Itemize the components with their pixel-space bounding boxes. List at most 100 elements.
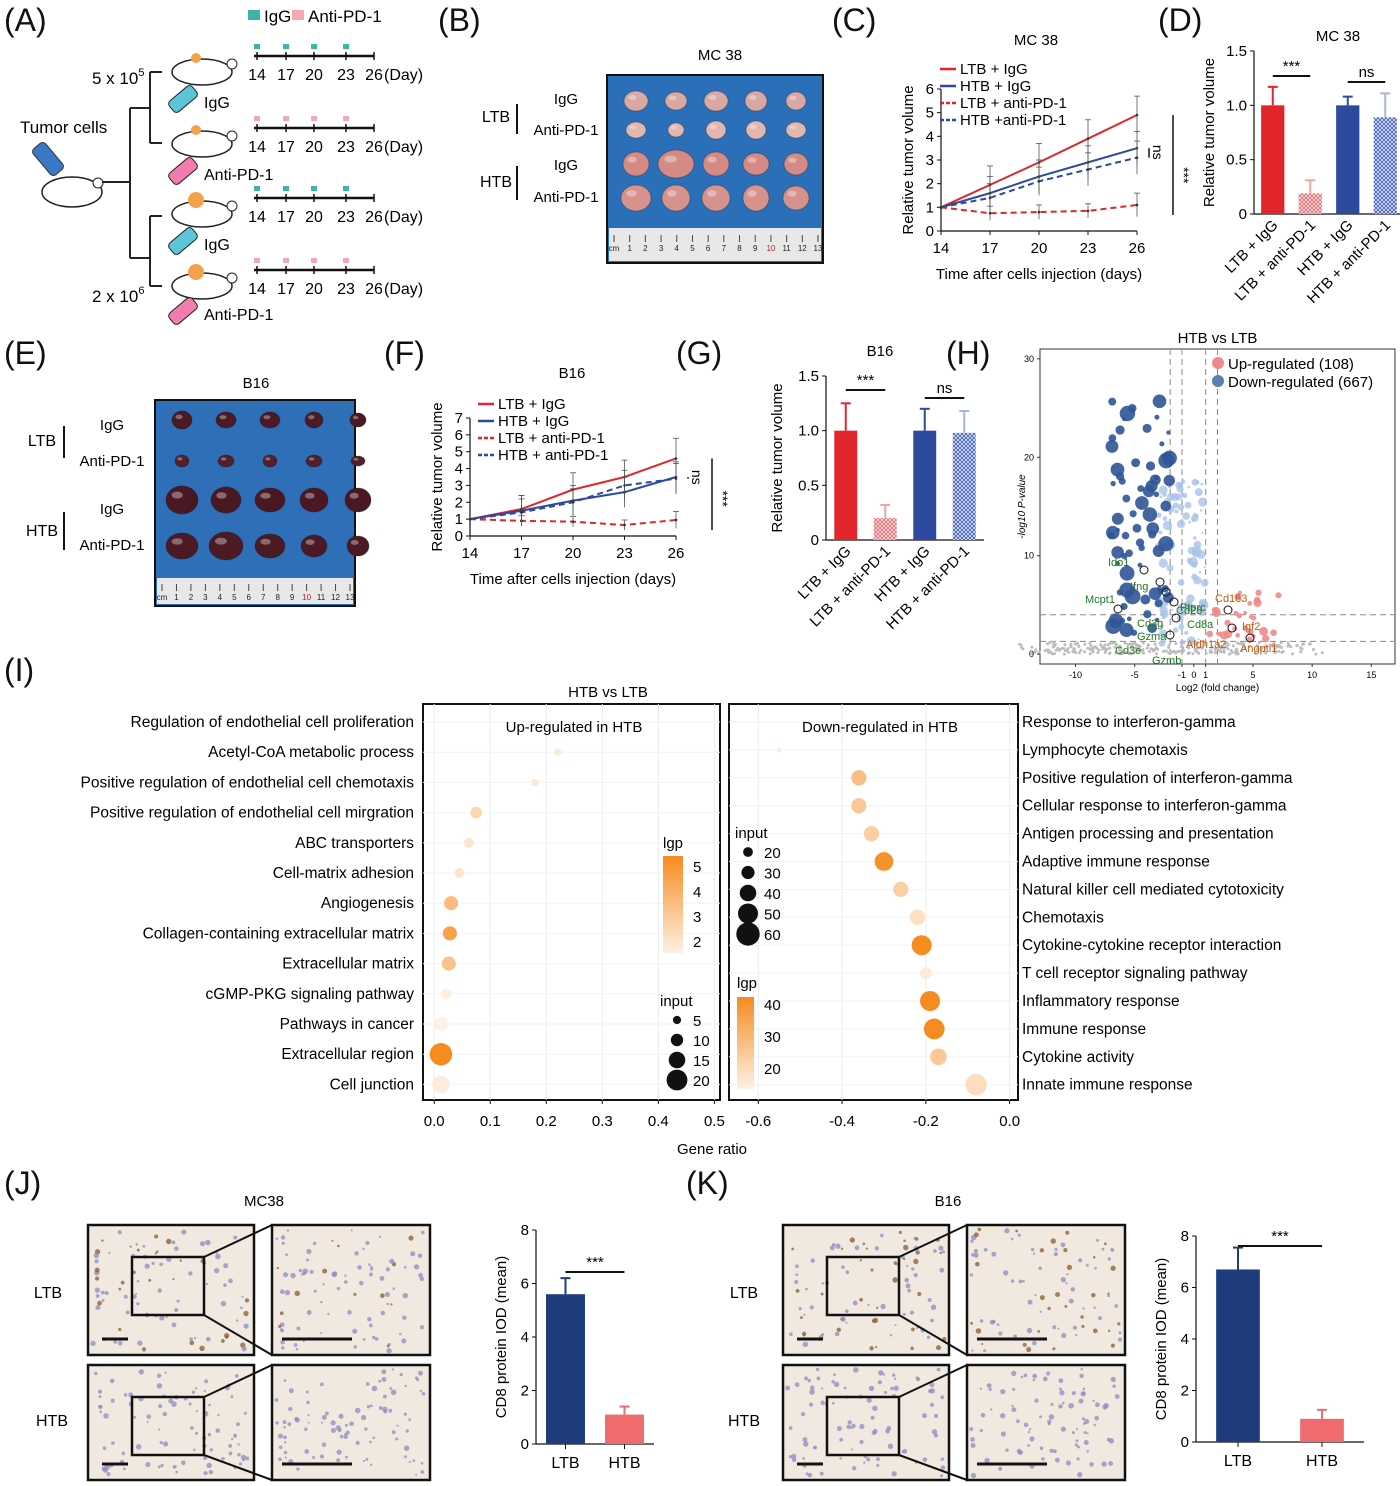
x-tick-label: 14	[462, 545, 479, 562]
ns-point	[1065, 648, 1069, 652]
syringe-icon	[168, 297, 198, 325]
nucleus	[280, 1235, 286, 1240]
tumor-specimen	[217, 454, 235, 468]
legend-anti-swatch	[292, 10, 304, 20]
highlighted-gene	[1227, 623, 1237, 633]
nucleus	[802, 1457, 805, 1460]
row-label: HTB	[728, 1413, 760, 1430]
tumor-highlight	[219, 415, 227, 420]
y-axis-label: Relative tumor volume	[1201, 58, 1218, 207]
nucleus	[867, 1303, 870, 1307]
nucleus	[1013, 1334, 1018, 1339]
category-label: Chemotaxis	[1022, 909, 1104, 926]
nucleus	[235, 1319, 239, 1322]
gene-label: Cd8a	[1187, 619, 1214, 631]
nucleus	[385, 1267, 390, 1272]
tumor-cells-label: Tumor cells	[20, 118, 107, 137]
ns-point	[1259, 647, 1263, 651]
legend-title: input	[660, 993, 693, 1010]
nucleus	[1066, 1273, 1069, 1276]
down-point	[1184, 601, 1195, 612]
nucleus	[95, 1304, 101, 1310]
nucleus	[278, 1445, 283, 1450]
ns-point	[1128, 642, 1132, 646]
syringe-icon	[168, 85, 198, 113]
nucleus	[101, 1299, 105, 1302]
nucleus	[876, 1463, 880, 1467]
nucleus	[839, 1457, 842, 1460]
cd8-positive-cell	[1080, 1315, 1084, 1319]
nucleus	[221, 1456, 225, 1461]
down-point	[1198, 598, 1207, 608]
nucleus	[282, 1420, 287, 1424]
up-point	[1253, 596, 1261, 604]
row-label: IgG	[554, 157, 578, 174]
nucleus	[831, 1401, 835, 1405]
size-legend-label: 50	[764, 907, 781, 924]
legend-anti-label: Anti-PD-1	[308, 7, 382, 26]
nucleus	[889, 1334, 893, 1337]
nucleus	[209, 1448, 214, 1452]
nucleus	[816, 1376, 821, 1381]
nucleus	[339, 1434, 344, 1439]
dose-marker	[343, 116, 349, 121]
ns-point	[1095, 646, 1099, 650]
tumor-highlight	[664, 155, 677, 163]
nucleus	[100, 1290, 105, 1295]
tumor-highlight	[626, 190, 637, 197]
down-point	[1171, 608, 1174, 611]
ns-point	[1141, 641, 1145, 645]
colorbar-label: 20	[764, 1061, 781, 1078]
highlighted-gene	[1161, 587, 1171, 597]
nucleus	[986, 1383, 992, 1389]
nucleus	[412, 1459, 416, 1463]
nucleus	[213, 1267, 220, 1274]
nucleus	[215, 1428, 220, 1433]
nucleus	[174, 1246, 179, 1251]
legend-label: Up-regulated (108)	[1228, 356, 1354, 373]
down-point	[1137, 485, 1145, 493]
nucleus	[404, 1384, 407, 1388]
down-point	[1159, 629, 1168, 639]
nucleus	[203, 1471, 208, 1476]
nucleus	[902, 1312, 906, 1316]
down-point	[1191, 573, 1198, 580]
nucleus	[208, 1469, 214, 1475]
nucleus	[1098, 1316, 1102, 1321]
gene-label: Angptl1	[1240, 643, 1277, 655]
nucleus	[1080, 1367, 1083, 1371]
x-tick-label: -0.4	[829, 1113, 855, 1130]
enrichment-dot	[874, 852, 894, 871]
down-point	[1129, 510, 1137, 518]
nucleus	[1039, 1446, 1044, 1451]
nucleus	[851, 1423, 856, 1429]
nucleus	[378, 1406, 383, 1410]
cd8-positive-cell	[179, 1259, 182, 1262]
nucleus	[158, 1404, 163, 1409]
nucleus	[1057, 1327, 1060, 1330]
x-axis-label: Time after cells injection (days)	[470, 571, 676, 588]
tumor-icon	[191, 125, 201, 135]
panel-k-ihc: B16 LTB HTB	[728, 1193, 1127, 1482]
nucleus	[362, 1337, 366, 1341]
nucleus	[971, 1349, 974, 1352]
x-tick-label: 20	[565, 545, 582, 562]
nucleus	[1076, 1457, 1080, 1461]
nucleus	[809, 1389, 815, 1395]
ns-point	[1247, 644, 1251, 648]
down-point	[1160, 500, 1172, 512]
nucleus	[144, 1263, 150, 1269]
ns-point	[1077, 644, 1081, 648]
chart-title: MC 38	[1014, 32, 1058, 49]
nucleus	[274, 1398, 279, 1402]
nucleus	[876, 1457, 880, 1462]
ns-point	[1118, 649, 1122, 653]
ns-point	[1121, 651, 1125, 655]
down-point	[1128, 404, 1137, 413]
enrichment-dot	[441, 956, 456, 971]
zoom-region	[130, 1395, 206, 1457]
category-label: Response to interferon-gamma	[1022, 714, 1236, 731]
timeline-label: 23	[337, 139, 355, 156]
nucleus	[194, 1431, 199, 1435]
